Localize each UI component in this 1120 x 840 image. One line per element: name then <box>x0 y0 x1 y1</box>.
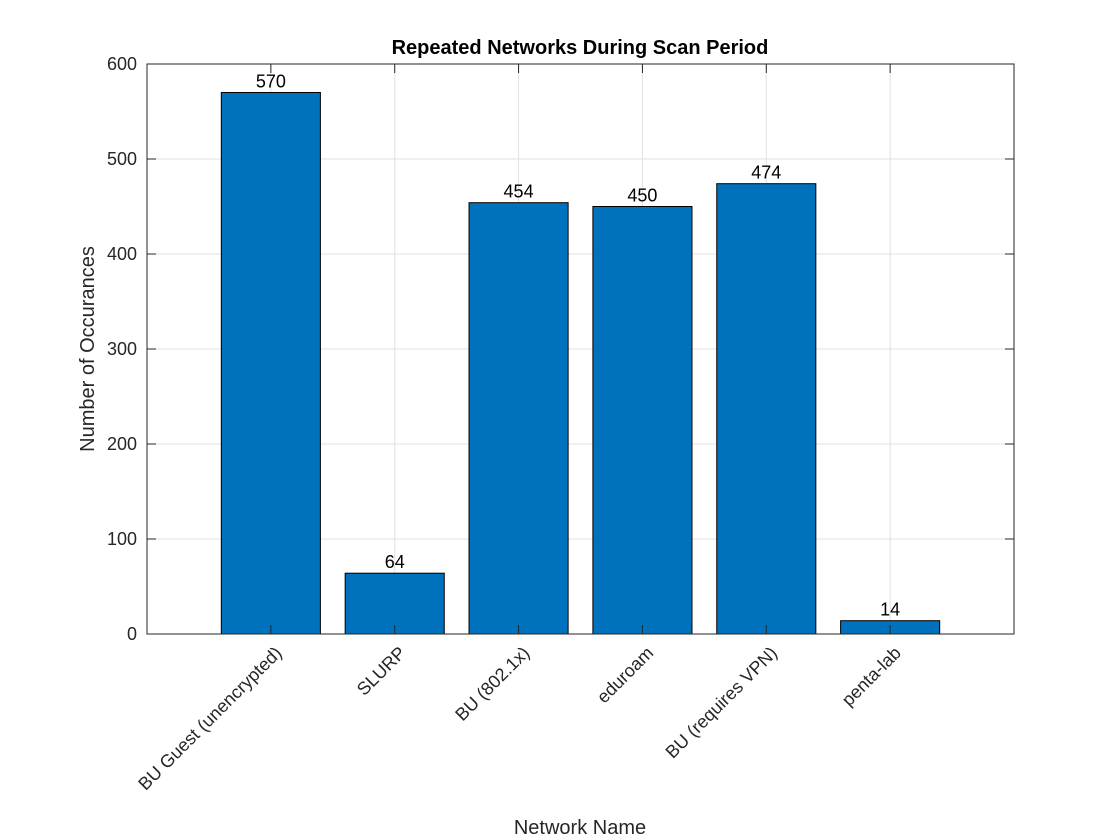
bar <box>344 572 445 635</box>
y-tick-label: 0 <box>127 624 137 644</box>
y-tick-label: 100 <box>107 529 137 549</box>
x-tick-label: eduroam <box>593 643 657 707</box>
y-tick-label: 400 <box>107 244 137 264</box>
bars <box>220 92 941 635</box>
y-axis-label: Number of Occurances <box>77 246 99 452</box>
bar <box>716 183 817 635</box>
data-label: 64 <box>385 552 405 572</box>
y-tick-label: 500 <box>107 149 137 169</box>
x-tick-label: SLURP <box>353 643 410 700</box>
x-tick-label: BU (requires VPN) <box>662 643 782 763</box>
data-label: 450 <box>627 186 657 206</box>
data-label: 474 <box>751 163 781 183</box>
x-tick-label: penta-lab <box>838 643 905 710</box>
bar <box>592 206 693 635</box>
y-tick-label: 300 <box>107 339 137 359</box>
x-tick-label: BU (802.1x) <box>451 643 533 725</box>
data-labels: 570 64 454 450 474 14 <box>256 72 900 620</box>
y-tick-label: 200 <box>107 434 137 454</box>
data-label: 454 <box>504 182 534 202</box>
x-tick-label: BU Guest (unencrypted) <box>134 643 285 794</box>
bar <box>468 202 569 635</box>
y-tick-label: 600 <box>107 54 137 74</box>
bar <box>220 92 321 635</box>
x-axis-label: Network Name <box>514 817 646 839</box>
chart-title: Repeated Networks During Scan Period <box>392 37 769 59</box>
data-label: 14 <box>880 600 900 620</box>
data-label: 570 <box>256 72 286 92</box>
